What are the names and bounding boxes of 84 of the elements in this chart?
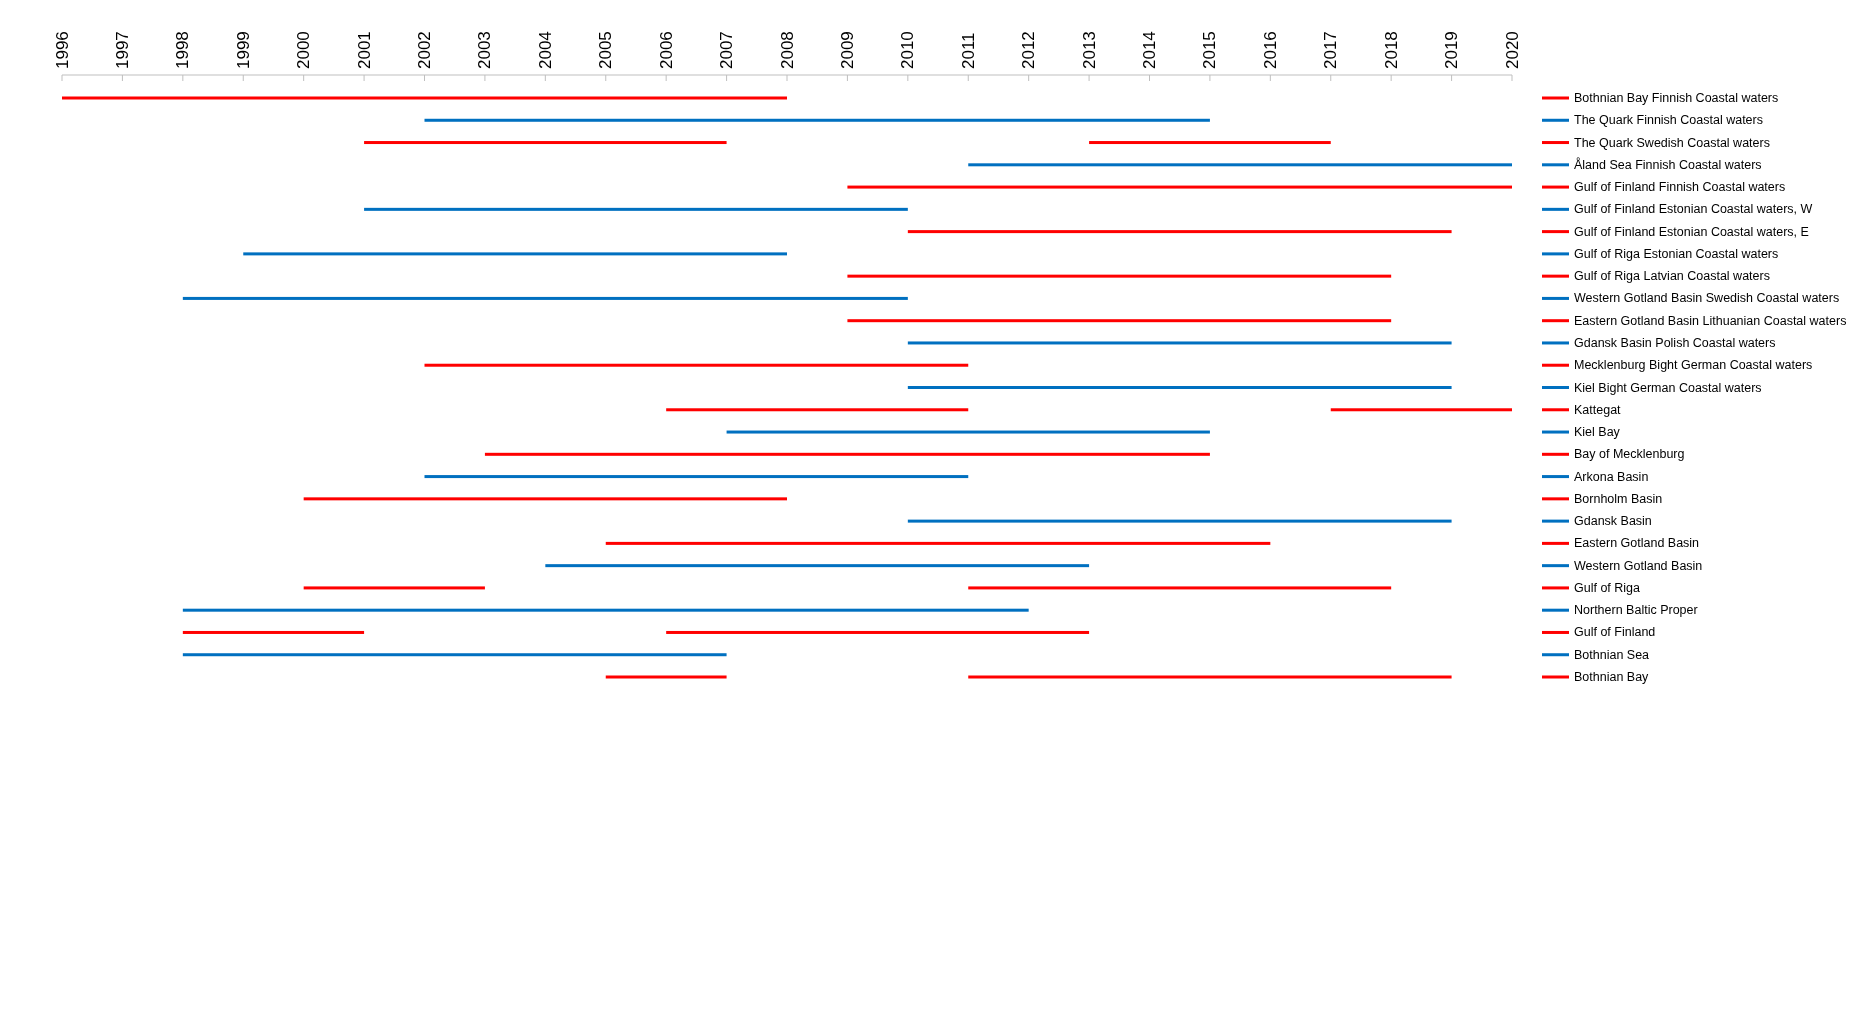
- y-tick-label: Eastern Gotland Basin Lithuanian Coastal waters: [1574, 313, 1847, 328]
- bar: [303, 586, 485, 590]
- y-tick-label: Kattegat: [1574, 402, 1622, 417]
- bar: [666, 408, 969, 412]
- x-tick-label: 2018: [1381, 31, 1401, 69]
- bar: [424, 118, 1210, 122]
- bar: [1330, 408, 1512, 412]
- bar: [968, 675, 1452, 679]
- y-tick-label: The Quark Finnish Coastal waters: [1574, 113, 1763, 128]
- bar: [303, 497, 787, 501]
- bar: [182, 608, 1029, 612]
- x-tick-label: 1999: [233, 31, 253, 69]
- y-tick-label: Gulf of Finland Estonian Coastal waters, E: [1574, 224, 1809, 239]
- x-tick-label: 2000: [294, 31, 314, 69]
- x-tick-label: 1998: [173, 31, 193, 69]
- y-tick-label: Gulf of Riga Latvian Coastal waters: [1574, 269, 1770, 284]
- x-tick-label: 2002: [415, 31, 434, 69]
- bar: [907, 386, 1452, 389]
- bar: [847, 319, 1392, 323]
- bar: [726, 430, 1210, 434]
- y-tick-label: Kiel Bay: [1574, 425, 1621, 440]
- y-tick-label: Bothnian Sea: [1574, 647, 1650, 662]
- y-tick-label: Bornholm Basin: [1574, 491, 1663, 506]
- bar: [1089, 141, 1331, 145]
- bar: [666, 630, 1090, 634]
- bar: [424, 475, 969, 479]
- y-tick-label: The Quark Swedish Coastal waters: [1574, 135, 1770, 150]
- bar: [424, 363, 969, 367]
- bar: [847, 185, 1512, 189]
- y-tick-label: Western Gotland Basin Swedish Coastal waters: [1574, 291, 1840, 306]
- x-tick-label: 1997: [112, 31, 132, 69]
- x-tick-label: 2004: [535, 31, 555, 69]
- bar: [62, 96, 787, 100]
- bar: [243, 252, 787, 256]
- bar: [907, 519, 1452, 523]
- x-tick-label: 2006: [656, 31, 676, 69]
- y-tick-label: Gulf of Riga: [1574, 580, 1641, 595]
- x-tick-label: 2019: [1442, 31, 1462, 69]
- bar: [182, 653, 727, 657]
- y-tick-label: Bothnian Bay Finnish Coastal waters: [1574, 91, 1779, 105]
- bar: [605, 675, 727, 679]
- bar: [364, 141, 727, 145]
- x-tick-label: 2003: [475, 31, 495, 69]
- x-tick-label: 2014: [1140, 31, 1159, 69]
- x-tick-label: 2008: [777, 31, 797, 69]
- y-tick-label: Gulf of Finland Finnish Coastal waters: [1574, 180, 1786, 195]
- y-tick-label: Eastern Gotland Basin: [1574, 536, 1700, 551]
- x-tick-label: 1996: [52, 31, 72, 69]
- bar: [968, 163, 1512, 167]
- y-tick-label: Bothnian Bay: [1574, 670, 1650, 684]
- x-tick-label: 2013: [1079, 31, 1099, 69]
- y-tick-label: Mecklenburg Bight German Coastal waters: [1574, 358, 1813, 373]
- x-tick-label: 2010: [898, 31, 918, 69]
- x-tick-label: 2012: [1019, 31, 1039, 69]
- y-tick-label: Bay of Mecklenburg: [1574, 447, 1685, 462]
- x-tick-label: 2001: [354, 31, 374, 69]
- y-tick-label: Northern Baltic Proper: [1574, 603, 1698, 618]
- bar: [847, 274, 1392, 278]
- bar: [907, 230, 1452, 234]
- x-tick-label: 2015: [1200, 31, 1220, 69]
- y-tick-label: Gdansk Basin: [1574, 514, 1652, 529]
- bar: [484, 452, 1210, 456]
- x-tick-label: 2020: [1502, 31, 1522, 69]
- bar: [364, 207, 908, 211]
- y-tick-label: Kiel Bight German Coastal waters: [1574, 380, 1762, 395]
- bar: [968, 586, 1392, 590]
- y-tick-label: Arkona Basin: [1574, 469, 1649, 484]
- x-tick-label: 2009: [837, 31, 857, 69]
- y-tick-label: Åland Sea Finnish Coastal waters: [1574, 156, 1762, 172]
- x-tick-label: 2016: [1260, 31, 1280, 69]
- x-tick-label: 2017: [1321, 31, 1341, 69]
- bar: [545, 564, 1090, 568]
- bar: [182, 296, 908, 300]
- bar: [605, 541, 1271, 545]
- bar: [182, 630, 365, 634]
- x-tick-label: 2011: [958, 32, 978, 69]
- x-tick-label: 2005: [596, 31, 616, 69]
- y-tick-label: Gulf of Finland: [1574, 625, 1656, 640]
- y-tick-label: Gulf of Riga Estonian Coastal waters: [1574, 246, 1779, 261]
- y-tick-label: Gulf of Finland Estonian Coastal waters, W: [1574, 202, 1813, 217]
- bar: [907, 341, 1452, 345]
- x-tick-label: 2007: [717, 31, 737, 69]
- y-tick-label: Gdansk Basin Polish Coastal waters: [1574, 335, 1776, 350]
- y-tick-label: Western Gotland Basin: [1574, 558, 1703, 573]
